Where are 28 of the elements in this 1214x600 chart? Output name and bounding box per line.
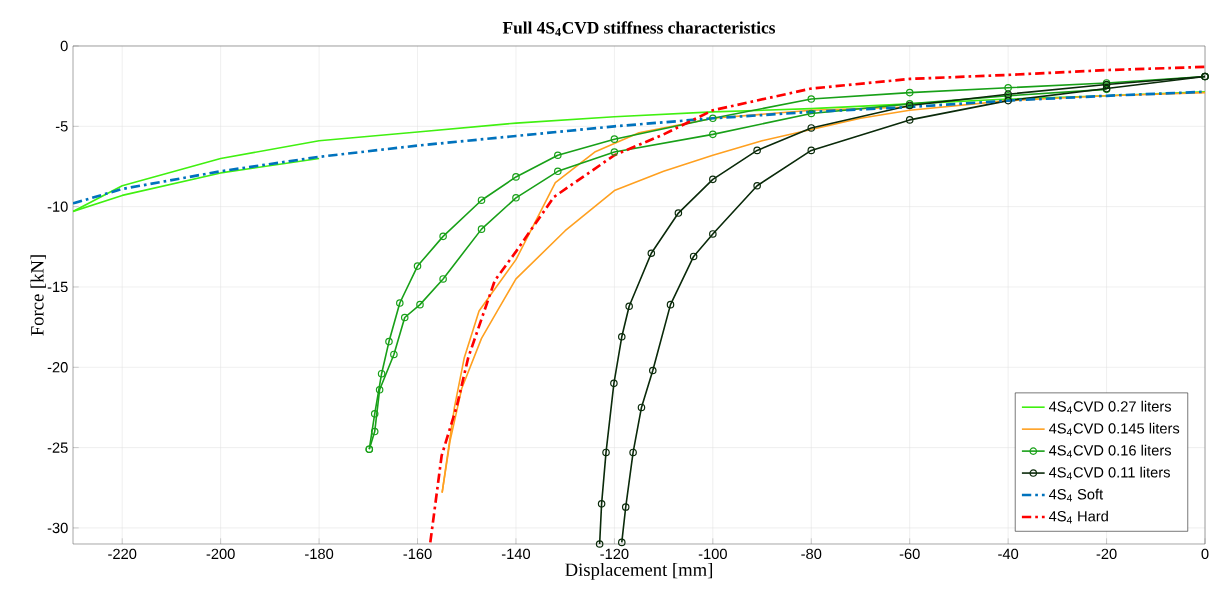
x-tick-label: -20 [1096,548,1117,560]
x-tick-label: -180 [305,548,334,560]
y-tick-label: -30 [47,522,68,534]
legend-label: 4S$_{4}$CVD 0.145 liters [1049,422,1180,436]
y-axis-title: Force [kN] [30,255,46,336]
y-tick-label: -5 [55,121,68,132]
x-tick-label: -140 [501,548,531,560]
y-tick-label: -20 [47,362,68,373]
legend-label: 4S$_{4}$CVD 0.16 liters [1049,444,1172,458]
legend-label: 4S$_{4}$ Hard [1049,510,1108,524]
x-tick-label: -200 [206,548,235,560]
x-tick-label: -100 [698,548,727,560]
y-tick-label: -15 [47,281,68,293]
y-tick-label: 0 [60,40,68,52]
legend-label: 4S$_{4}$ Soft [1049,488,1104,502]
legend-label: 4S$_{4}$CVD 0.27 liters [1049,400,1172,414]
x-axis-title: Displacement [mm] [565,562,713,580]
x-tick-label: -40 [998,548,1019,560]
y-tick-label: -25 [47,442,68,453]
x-tick-label: -80 [801,548,822,560]
x-tick-label: 0 [1201,548,1209,560]
chart-title: Full 4S$_{4}$CVD stiffness characteristics [502,21,776,36]
y-tick-label: -10 [47,201,68,212]
x-tick-label: -60 [899,548,920,560]
x-tick-label: -120 [600,548,629,560]
x-tick-label: -160 [403,548,432,560]
x-tick-label: -220 [108,548,137,560]
legend-label: 4S$_{4}$CVD 0.11 liters [1049,466,1170,480]
